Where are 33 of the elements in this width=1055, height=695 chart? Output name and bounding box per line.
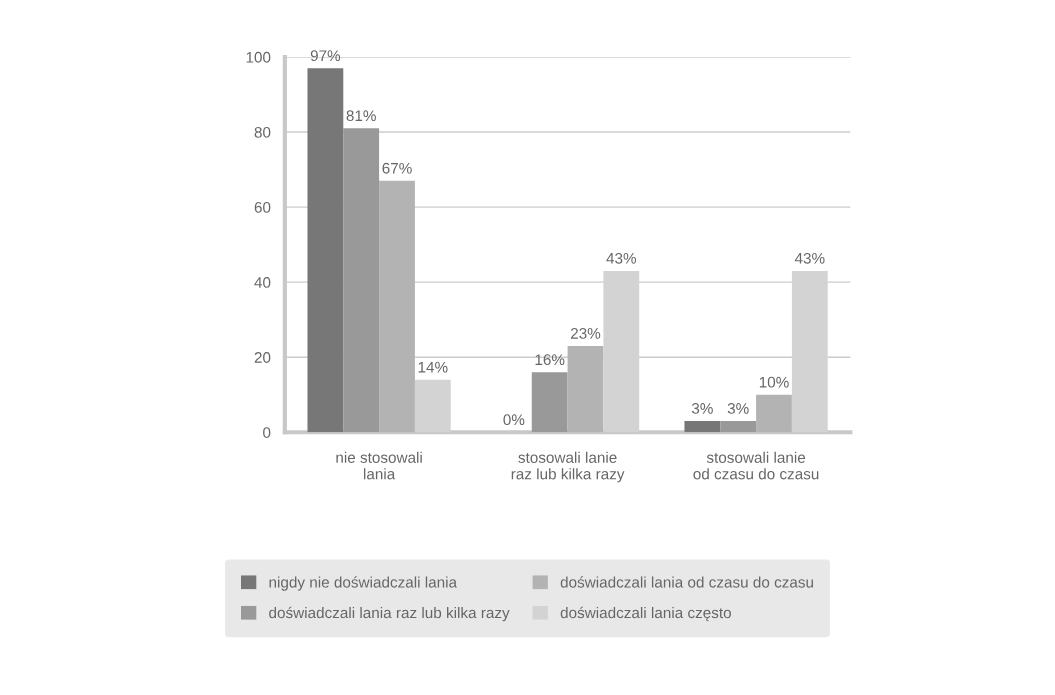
x-tick-label: stosowali lanie od czasu do czasu xyxy=(693,451,819,480)
text: 0% xyxy=(503,414,525,426)
legend-label: nigdy nie doświadczali lania xyxy=(269,576,458,591)
text: 23% xyxy=(570,327,601,339)
bar xyxy=(307,68,344,433)
bar xyxy=(720,421,757,433)
bar xyxy=(531,372,568,433)
legend-label: doświadczali lania raz lub kilka razy xyxy=(269,606,510,622)
text: 43% xyxy=(794,252,825,264)
text: 67% xyxy=(382,162,412,174)
text: 97% xyxy=(310,50,341,62)
bar xyxy=(756,394,792,433)
bar xyxy=(379,180,415,433)
y-tick-label: 60 xyxy=(254,201,271,213)
y-tick-label: 100 xyxy=(246,51,271,63)
x-tick-label: nie stosowali lania xyxy=(336,451,422,480)
text: 14% xyxy=(418,361,448,373)
text: 10% xyxy=(759,376,789,388)
y-tick-label: 40 xyxy=(254,277,271,288)
text: 16% xyxy=(535,354,565,366)
y-tick-label: 0 xyxy=(263,427,271,438)
y-tick-label: 20 xyxy=(254,352,271,363)
y-tick-label: 80 xyxy=(254,126,271,138)
legend-label: doświadczali lania często xyxy=(560,606,731,622)
text: 43% xyxy=(606,252,637,264)
text: 3% xyxy=(727,403,749,414)
x-tick-label: stosowali lanie raz lub kilka razy xyxy=(511,451,625,483)
text: 81% xyxy=(346,110,376,122)
text: 3% xyxy=(691,403,713,414)
legend-label: doświadczali lania od czasu do czasu xyxy=(560,576,813,588)
bar xyxy=(343,128,380,433)
bar xyxy=(567,345,604,433)
bar xyxy=(684,421,721,433)
